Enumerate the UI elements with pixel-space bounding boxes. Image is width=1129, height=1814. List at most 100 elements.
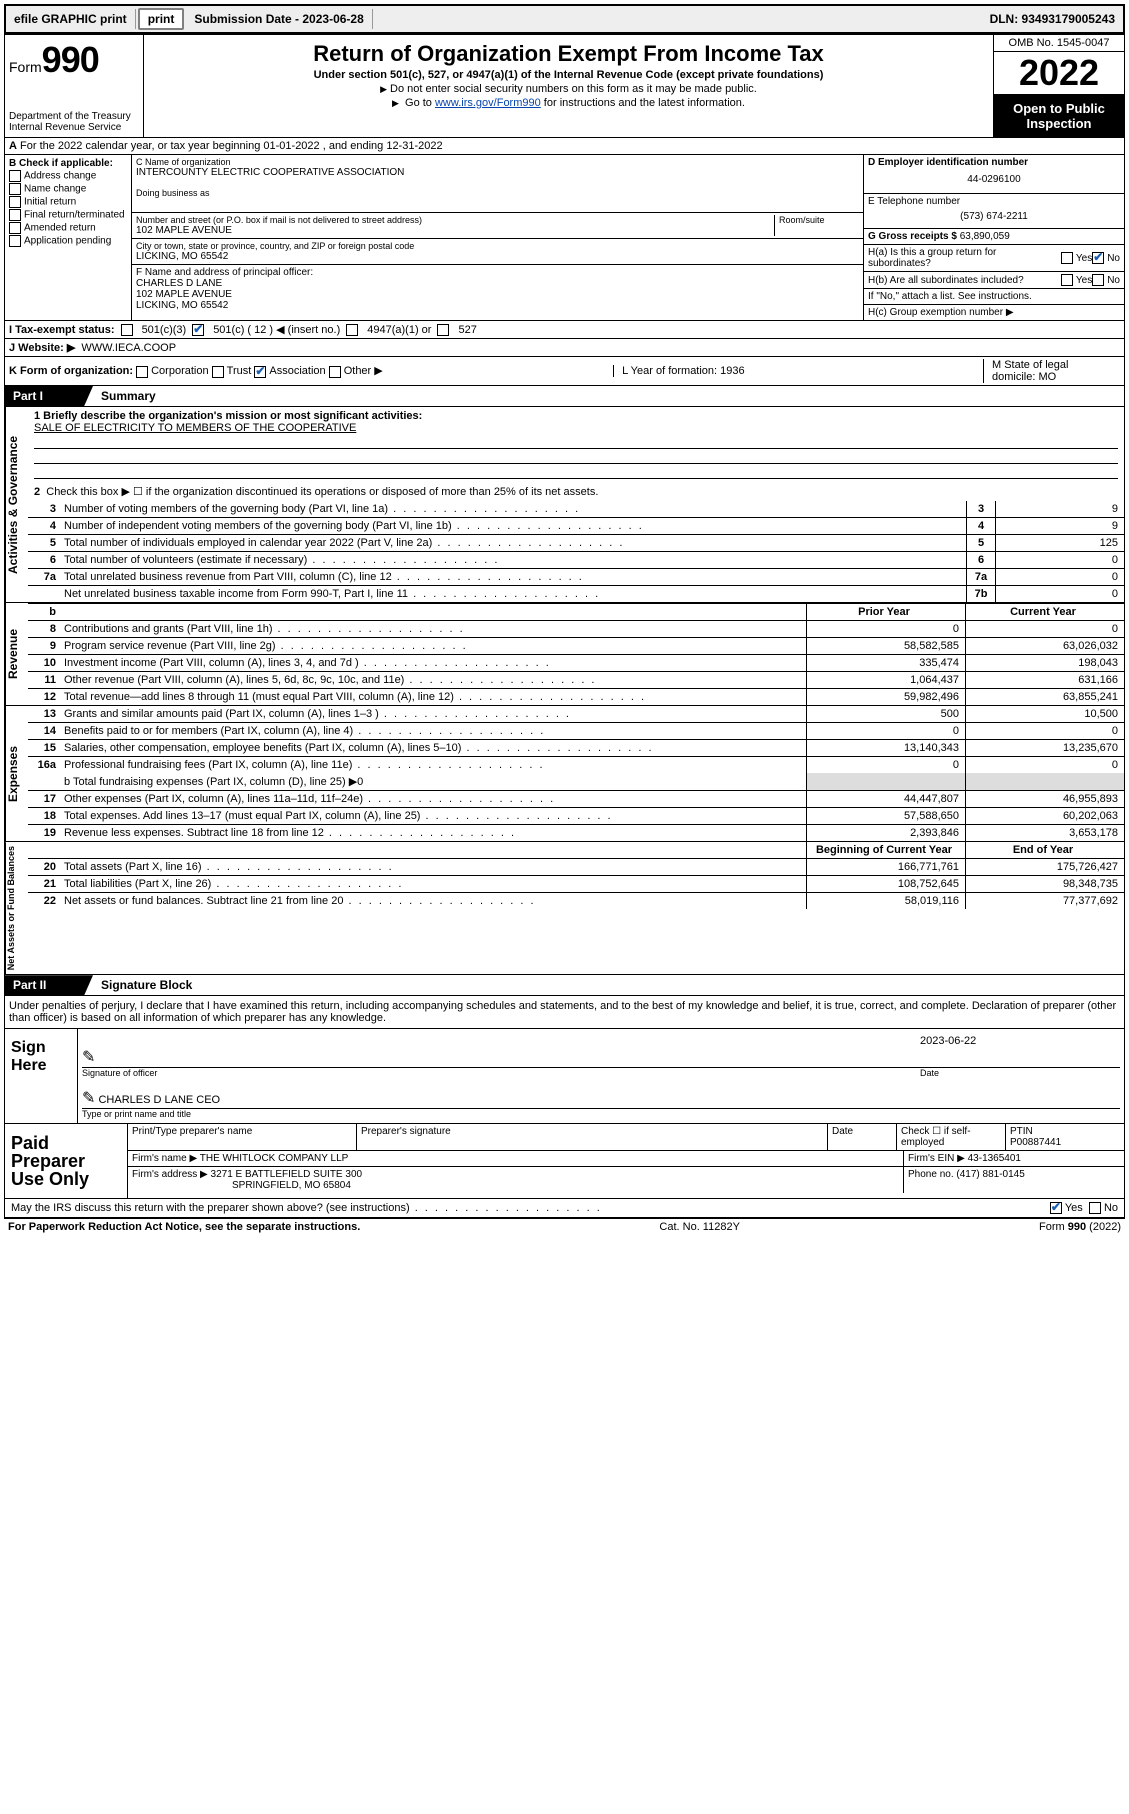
signature-block: Under penalties of perjury, I declare th… [4, 996, 1125, 1218]
chk-trust[interactable] [212, 366, 224, 378]
note-ssn: Do not enter social security numbers on … [148, 83, 989, 95]
financial-line: 22Net assets or fund balances. Subtract … [28, 893, 1124, 909]
efile-label: efile GRAPHIC print [6, 9, 136, 29]
side-net: Net Assets or Fund Balances [5, 842, 28, 974]
form-subtitle: Under section 501(c), 527, or 4947(a)(1)… [148, 69, 989, 81]
part1-title: Summary [93, 389, 156, 403]
summary-line: 4Number of independent voting members of… [28, 518, 1124, 535]
irs-link[interactable]: www.irs.gov/Form990 [435, 97, 541, 109]
part2-header: Part II Signature Block [4, 975, 1125, 996]
financial-line: 12Total revenue—add lines 8 through 11 (… [28, 689, 1124, 705]
year-formation: L Year of formation: 1936 [613, 365, 753, 377]
chk-discuss-no[interactable] [1089, 1202, 1101, 1214]
gross-receipts: 63,890,059 [960, 231, 1010, 242]
print-button[interactable]: print [138, 8, 185, 30]
chk-name-change[interactable] [9, 183, 21, 195]
omb-number: OMB No. 1545-0047 [994, 35, 1124, 52]
firm-addr2: SPRINGFIELD, MO 65804 [232, 1180, 351, 1191]
side-ag: Activities & Governance [5, 407, 28, 602]
declaration: Under penalties of perjury, I declare th… [5, 996, 1124, 1028]
section-ag: Activities & Governance 1 Briefly descri… [4, 407, 1125, 603]
topbar: efile GRAPHIC print print Submission Dat… [4, 4, 1125, 34]
financial-line: 19Revenue less expenses. Subtract line 1… [28, 825, 1124, 841]
summary-line: 5Total number of individuals employed in… [28, 535, 1124, 552]
form-label: Form [9, 59, 42, 75]
chk-527[interactable] [437, 324, 449, 336]
chk-assoc[interactable] [254, 366, 266, 378]
tax-year: 2022 [994, 52, 1124, 95]
financial-line: 14Benefits paid to or for members (Part … [28, 723, 1124, 740]
part2-title: Signature Block [93, 978, 192, 992]
section-net: Net Assets or Fund Balances Beginning of… [4, 842, 1125, 975]
chk-501c[interactable] [192, 324, 204, 336]
chk-501c3[interactable] [121, 324, 133, 336]
footer: For Paperwork Reduction Act Notice, see … [4, 1218, 1125, 1235]
financial-line: 13Grants and similar amounts paid (Part … [28, 706, 1124, 723]
open-inspection: Open to Public Inspection [994, 95, 1124, 137]
dln: DLN: 93493179005243 [982, 9, 1123, 29]
financial-line: 17Other expenses (Part IX, column (A), l… [28, 791, 1124, 808]
side-rev: Revenue [5, 603, 28, 705]
line-j: J Website: ▶ WWW.IECA.COOP [4, 339, 1125, 357]
line-k: K Form of organization: Corporation Trus… [4, 357, 1125, 386]
paid-preparer-label: Paid Preparer Use Only [5, 1124, 128, 1198]
header-right: OMB No. 1545-0047 2022 Open to Public In… [994, 35, 1124, 137]
financial-line: 11Other revenue (Part VIII, column (A), … [28, 672, 1124, 689]
ein: 44-0296100 [868, 168, 1120, 191]
form-header: Form990 Department of the Treasury Inter… [4, 34, 1125, 138]
part1-tab: Part I [5, 386, 93, 406]
website: WWW.IECA.COOP [81, 342, 176, 354]
side-exp: Expenses [5, 706, 28, 841]
state-domicile: M State of legal domicile: MO [983, 359, 1120, 383]
summary-line: 3Number of voting members of the governi… [28, 501, 1124, 518]
chk-hb-no[interactable] [1092, 274, 1104, 286]
financial-line: 10Investment income (Part VIII, column (… [28, 655, 1124, 672]
firm-addr1: 3271 E BATTLEFIELD SUITE 300 [211, 1169, 363, 1180]
firm-phone: (417) 881-0145 [956, 1169, 1024, 1180]
chk-amended[interactable] [9, 222, 21, 234]
sign-here-label: Sign Here [5, 1029, 78, 1123]
chk-other[interactable] [329, 366, 341, 378]
officer-printed: CHARLES D LANE CEO [98, 1094, 220, 1106]
chk-app-pending[interactable] [9, 235, 21, 247]
col-cde: C Name of organization INTERCOUNTY ELECT… [132, 155, 863, 320]
org-name: INTERCOUNTY ELECTRIC COOPERATIVE ASSOCIA… [136, 167, 859, 178]
part1-header: Part I Summary [4, 386, 1125, 407]
financial-line: 9Program service revenue (Part VIII, lin… [28, 638, 1124, 655]
summary-line: 6Total number of volunteers (estimate if… [28, 552, 1124, 569]
chk-ha-no[interactable] [1092, 252, 1104, 264]
firm-ein: 43-1365401 [968, 1153, 1021, 1164]
chk-4947[interactable] [346, 324, 358, 336]
header-mid: Return of Organization Exempt From Incom… [144, 35, 994, 137]
mission: SALE OF ELECTRICITY TO MEMBERS OF THE CO… [34, 422, 356, 434]
financial-line: 18Total expenses. Add lines 13–17 (must … [28, 808, 1124, 825]
firm-name: THE WHITLOCK COMPANY LLP [200, 1153, 349, 1164]
footer-left: For Paperwork Reduction Act Notice, see … [8, 1221, 360, 1233]
summary-line: 7aTotal unrelated business revenue from … [28, 569, 1124, 586]
sig-date: 2023-06-22 [920, 1033, 1120, 1068]
financial-line: 20Total assets (Part X, line 16)166,771,… [28, 859, 1124, 876]
chk-initial-return[interactable] [9, 196, 21, 208]
note-link: Go to www.irs.gov/Form990 for instructio… [148, 97, 989, 109]
col-right: D Employer identification number 44-0296… [863, 155, 1124, 320]
section-revenue: Revenue b Prior Year Current Year 8Contr… [4, 603, 1125, 706]
chk-address-change[interactable] [9, 170, 21, 182]
summary-line: Net unrelated business taxable income fr… [28, 586, 1124, 602]
financial-line: 16aProfessional fundraising fees (Part I… [28, 757, 1124, 773]
footer-right: Form 990 (2022) [1039, 1221, 1121, 1233]
footer-mid: Cat. No. 11282Y [659, 1221, 740, 1233]
financial-line: 21Total liabilities (Part X, line 26)108… [28, 876, 1124, 893]
chk-corp[interactable] [136, 366, 148, 378]
irs-label: Internal Revenue Service [9, 122, 139, 133]
header-left: Form990 Department of the Treasury Inter… [5, 35, 144, 137]
section-expenses: Expenses 13Grants and similar amounts pa… [4, 706, 1125, 842]
phone: (573) 674-2211 [868, 207, 1120, 226]
org-city: LICKING, MO 65542 [136, 251, 859, 262]
chk-final-return[interactable] [9, 209, 21, 221]
chk-ha-yes[interactable] [1061, 252, 1073, 264]
org-address: 102 MAPLE AVENUE [136, 225, 774, 236]
section-bcde: B Check if applicable: Address change Na… [4, 155, 1125, 321]
form-title: Return of Organization Exempt From Incom… [148, 41, 989, 67]
chk-discuss-yes[interactable] [1050, 1202, 1062, 1214]
chk-hb-yes[interactable] [1061, 274, 1073, 286]
